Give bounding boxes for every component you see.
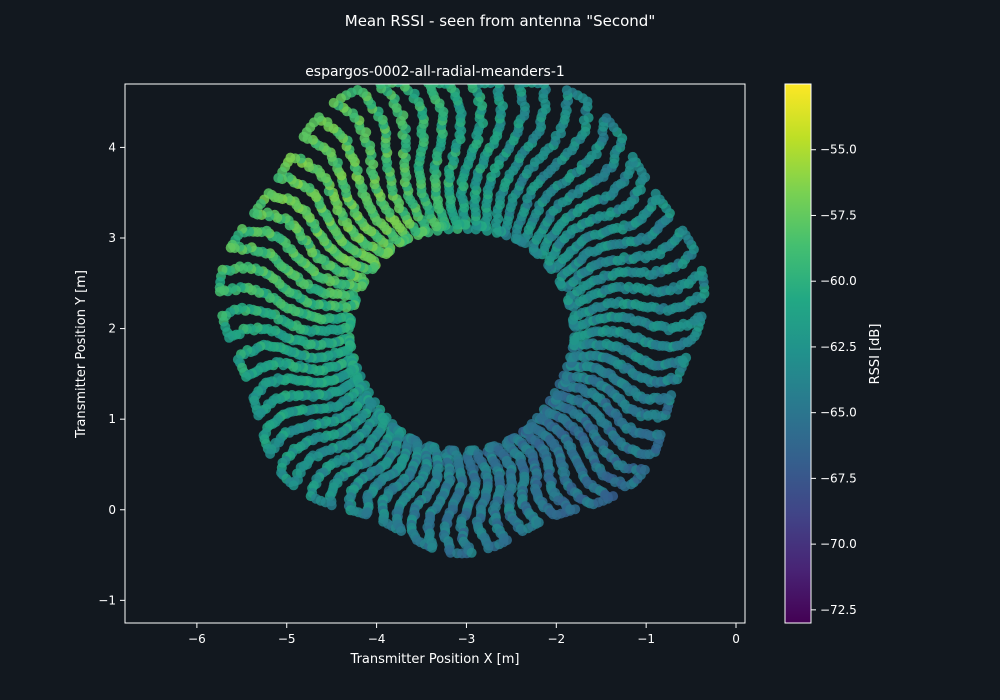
colorbar-tick-label: −62.5 <box>820 340 857 354</box>
data-point <box>467 84 478 89</box>
y-tick-label: 2 <box>108 322 116 336</box>
data-point <box>681 352 692 363</box>
y-tick-label: 4 <box>108 140 116 154</box>
data-point <box>502 535 512 546</box>
data-point <box>533 517 544 528</box>
colorbar-tick-label: −67.5 <box>820 471 857 485</box>
y-tick-label: 1 <box>108 412 116 426</box>
y-tick-label: 0 <box>108 503 116 517</box>
y-tick-label: −1 <box>98 593 116 607</box>
plot-frame <box>124 83 746 624</box>
x-tick-label: 0 <box>732 632 740 646</box>
colorbar-tick-label: −57.5 <box>820 208 857 222</box>
colorbar-ticks: −55.0 −57.5 −60.0 −62.5 −65.0 −67.5 −70.0 −72.5 <box>811 143 857 617</box>
colorbar-label: RSSI [dB] <box>868 324 883 385</box>
data-point <box>517 84 528 88</box>
y-tick-label: 3 <box>108 231 116 245</box>
data-point <box>696 311 707 322</box>
data-point <box>608 491 619 502</box>
colorbar-tick-label: −72.5 <box>820 603 857 617</box>
colorbar-tick-label: −65.0 <box>820 406 857 420</box>
data-point <box>288 480 299 491</box>
data-point <box>396 526 407 536</box>
x-tick-label: −4 <box>368 632 386 646</box>
data-point <box>375 84 386 89</box>
data-point <box>570 504 581 515</box>
scatter-points <box>214 84 710 559</box>
data-point <box>214 286 225 297</box>
y-axis-ticks: −1 0 1 2 3 4 <box>98 140 125 607</box>
data-point <box>655 429 666 440</box>
data-point <box>328 97 339 108</box>
data-point <box>627 151 638 162</box>
data-point <box>249 208 260 219</box>
data-point <box>224 332 235 343</box>
data-point <box>423 84 433 88</box>
data-point <box>466 547 477 558</box>
data-point <box>493 84 504 89</box>
data-point <box>561 85 572 96</box>
data-point <box>326 500 337 511</box>
data-point <box>666 390 677 401</box>
data-point <box>225 242 236 253</box>
data-point <box>400 84 410 87</box>
data-point <box>650 188 661 199</box>
data-point <box>639 464 650 475</box>
data-point <box>601 113 612 124</box>
data-point <box>241 371 252 382</box>
x-tick-label: −2 <box>547 632 565 646</box>
colorbar <box>784 83 812 624</box>
data-point <box>361 509 372 520</box>
data-point <box>677 225 688 236</box>
data-point <box>427 542 437 553</box>
x-axis-label: Transmitter Position X [m] <box>350 652 520 667</box>
data-point <box>696 265 707 276</box>
x-tick-label: −1 <box>637 632 655 646</box>
data-point <box>569 335 580 346</box>
y-axis-label: Transmitter Position Y [m] <box>74 270 89 439</box>
x-tick-label: −3 <box>458 632 476 646</box>
x-tick-label: −6 <box>188 632 206 646</box>
figure-suptitle: Mean RSSI - seen from antenna "Second" <box>345 12 655 30</box>
colorbar-tick-label: −70.0 <box>820 537 857 551</box>
data-point <box>273 173 284 183</box>
colorbar-tick-label: −55.0 <box>820 143 857 157</box>
data-point <box>298 131 309 142</box>
data-point <box>253 410 264 421</box>
chart-title: espargos-0002-all-radial-meanders-1 <box>305 64 565 80</box>
colorbar-tick-label: −60.0 <box>820 274 857 288</box>
x-axis-ticks: −6 −5 −4 −3 −2 −1 0 <box>188 623 740 646</box>
data-point <box>265 448 276 459</box>
x-tick-label: −5 <box>278 632 296 646</box>
